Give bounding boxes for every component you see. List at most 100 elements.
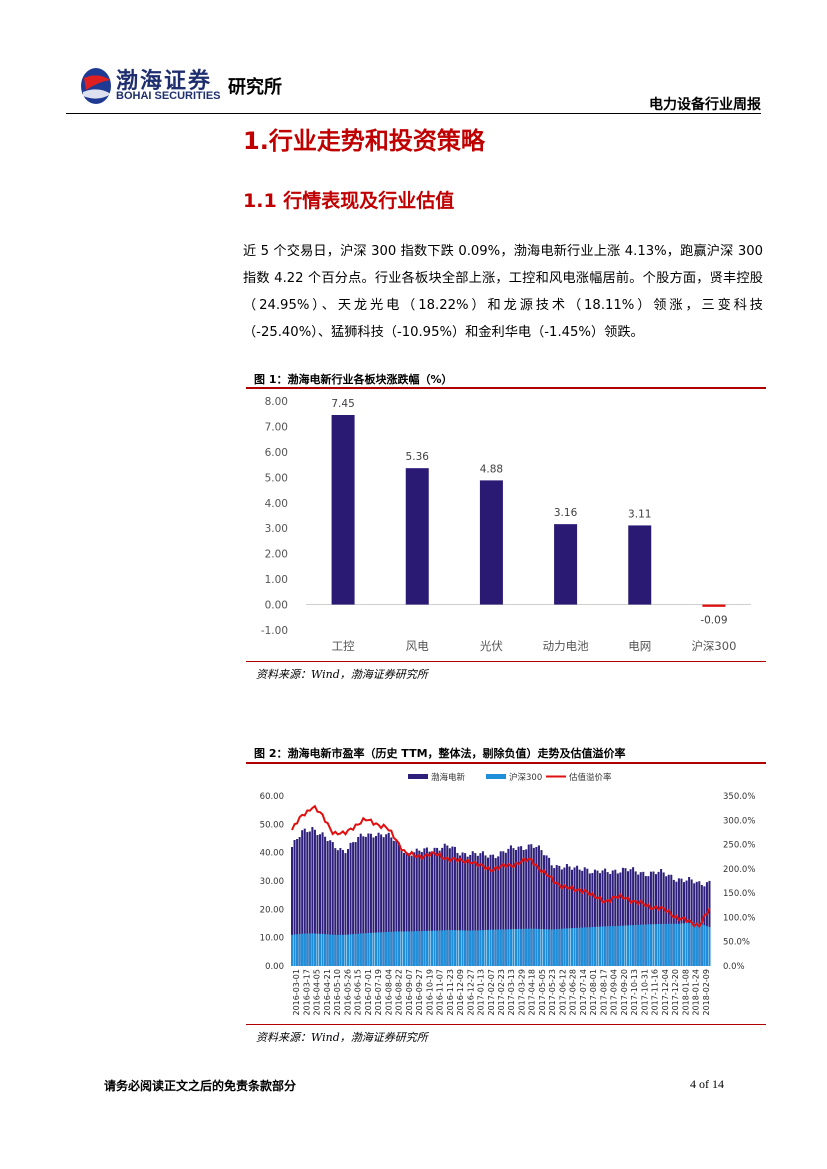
hs300-pe-bar xyxy=(497,929,500,966)
industry-pe-bar xyxy=(362,836,365,966)
hs300-pe-bar xyxy=(461,930,464,966)
y-tick-label: 1.00 xyxy=(265,574,288,586)
industry-pe-bar xyxy=(588,873,591,966)
x-category-label: 工控 xyxy=(332,639,355,653)
hs300-pe-bar xyxy=(392,931,395,966)
industry-pe-bar xyxy=(578,869,581,966)
hs300-pe-bar xyxy=(601,926,604,966)
hs300-pe-bar xyxy=(543,929,546,966)
company-logo-mark xyxy=(81,68,111,104)
hs300-pe-bar xyxy=(548,929,551,966)
figure2-source: 资料来源：Wind，渤海证券研究所 xyxy=(256,1031,428,1044)
industry-pe-bar xyxy=(341,849,344,966)
hs300-pe-bar xyxy=(683,923,686,966)
hs300-pe-bar xyxy=(481,930,484,966)
hs300-pe-bar xyxy=(581,927,584,966)
industry-pe-bar xyxy=(316,835,319,966)
bar-沪深300 xyxy=(702,604,726,607)
industry-pe-bar xyxy=(611,870,614,966)
hs300-pe-bar xyxy=(512,929,515,966)
x-date-tick-label: 2018-02-09 xyxy=(702,969,711,1016)
x-date-tick-label: 2017-09-20 xyxy=(620,969,629,1016)
industry-pe-bar xyxy=(649,871,652,966)
hs300-pe-bar xyxy=(525,928,528,966)
industry-pe-bar xyxy=(601,870,604,966)
industry-pe-bar xyxy=(377,832,380,966)
x-date-tick-label: 2016-07-19 xyxy=(374,969,383,1016)
industry-pe-bar xyxy=(436,847,439,966)
hs300-pe-bar xyxy=(644,924,647,966)
industry-pe-bar xyxy=(543,855,546,966)
hs300-pe-bar xyxy=(489,929,492,966)
legend-label: 估值溢价率 xyxy=(569,772,612,783)
hs300-pe-bar xyxy=(296,934,299,966)
hs300-pe-bar xyxy=(341,934,344,966)
industry-pe-bar xyxy=(387,832,390,966)
hs300-pe-bar xyxy=(509,929,512,966)
industry-pe-bar xyxy=(448,848,451,966)
hs300-pe-bar xyxy=(606,926,609,966)
hs300-pe-bar xyxy=(479,930,482,966)
hs300-pe-bar xyxy=(624,925,627,966)
hs300-pe-bar xyxy=(634,924,637,966)
x-date-tick-label: 2016-12-27 xyxy=(466,969,475,1016)
hs300-pe-bar xyxy=(563,928,566,966)
industry-pe-bar xyxy=(431,851,434,966)
industry-pe-bar xyxy=(329,840,332,966)
hs300-pe-bar xyxy=(632,925,635,966)
industry-pe-bar xyxy=(464,853,467,966)
industry-pe-bar xyxy=(336,850,339,966)
industry-pe-bar xyxy=(509,845,512,966)
hs300-pe-bar xyxy=(649,924,652,966)
hs300-pe-bar xyxy=(665,923,668,966)
hs300-pe-bar xyxy=(591,927,594,966)
hs300-pe-bar xyxy=(675,923,678,966)
industry-pe-bar xyxy=(665,876,668,966)
hs300-pe-bar xyxy=(298,934,301,966)
industry-pe-bar xyxy=(334,848,337,966)
x-date-tick-label: 2016-05-26 xyxy=(343,969,352,1016)
hs300-pe-bar xyxy=(553,929,556,966)
industry-pe-bar xyxy=(453,846,456,966)
industry-pe-bar xyxy=(443,843,446,966)
hs300-pe-bar xyxy=(448,930,451,966)
hs300-pe-bar xyxy=(680,923,683,966)
hs300-pe-bar xyxy=(336,934,339,966)
x-date-tick-label: 2017-10-31 xyxy=(640,969,649,1016)
bar-value-label: 4.88 xyxy=(480,463,503,475)
industry-pe-bar xyxy=(456,852,459,966)
y-right-tick-label: 300.0% xyxy=(723,816,755,826)
hs300-pe-bar xyxy=(568,928,571,966)
hs300-pe-bar xyxy=(352,934,355,966)
x-date-tick-label: 2017-04-18 xyxy=(528,969,537,1016)
x-date-tick-label: 2017-07-14 xyxy=(579,969,588,1016)
y-left-tick-label: 60.00 xyxy=(260,792,284,802)
hs300-pe-bar xyxy=(494,929,497,966)
industry-pe-bar xyxy=(321,832,324,966)
hs300-pe-bar xyxy=(303,933,306,966)
hs300-pe-bar xyxy=(532,928,535,966)
industry-pe-bar xyxy=(487,857,490,966)
hs300-pe-bar xyxy=(586,927,589,966)
industry-pe-bar xyxy=(461,852,464,966)
hs300-pe-bar xyxy=(382,932,385,966)
industry-pe-bar xyxy=(627,871,630,966)
y-left-tick-label: 30.00 xyxy=(260,877,284,887)
hs300-pe-bar xyxy=(380,932,383,966)
hs300-pe-bar xyxy=(647,924,650,966)
y-left-tick-label: 20.00 xyxy=(260,905,284,915)
industry-pe-bar xyxy=(451,846,454,966)
industry-pe-bar xyxy=(708,880,711,966)
hs300-pe-bar xyxy=(397,931,400,966)
industry-pe-bar xyxy=(563,867,566,966)
industry-pe-bar xyxy=(326,841,329,966)
hs300-pe-bar xyxy=(293,934,296,966)
y-right-tick-label: 200.0% xyxy=(723,865,755,875)
industry-pe-bar xyxy=(308,831,311,966)
industry-pe-bar xyxy=(604,868,607,966)
hs300-pe-bar xyxy=(499,929,502,966)
industry-pe-bar xyxy=(425,847,428,966)
industry-pe-bar xyxy=(637,874,640,966)
hs300-pe-bar xyxy=(474,930,477,966)
industry-pe-bar xyxy=(433,847,436,966)
